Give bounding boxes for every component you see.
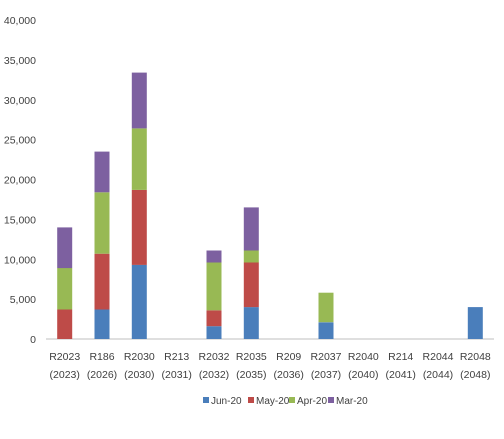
bar-segment (57, 268, 73, 310)
x-tick-label: R2044 (423, 351, 454, 363)
legend-swatch (248, 397, 254, 403)
bar-segment (243, 250, 259, 263)
x-tick-label: R2023 (49, 351, 80, 363)
x-tick-label: R214 (388, 351, 413, 363)
legend-label: Mar-20 (336, 396, 368, 407)
x-tick-label: R213 (164, 351, 189, 363)
x-tick-label: (2048) (460, 369, 490, 381)
y-axis-ticks: 0 5,000 10,000 15,000 20,000 25,000 30,000 35,0… (4, 15, 36, 346)
x-tick-label: (2040) (348, 369, 378, 381)
bar-segment (94, 253, 110, 310)
y-tick-label: 30,000 (4, 95, 36, 107)
y-tick-label: 25,000 (4, 135, 36, 147)
legend-swatch (289, 397, 295, 403)
x-tick-label: R2040 (348, 351, 379, 363)
legend-label: May-20 (256, 396, 290, 407)
x-tick-label: (2031) (162, 369, 192, 381)
y-tick-label: 20,000 (4, 175, 36, 187)
bar-segment (131, 189, 147, 265)
bar-segment (318, 322, 334, 339)
bar-segment (206, 262, 222, 311)
x-tick-label: R2032 (199, 351, 230, 363)
bar-segment (206, 326, 222, 339)
x-tick-label: R2037 (311, 351, 342, 363)
bar-segment (131, 72, 147, 129)
legend-swatch (203, 397, 209, 403)
bar-segment (206, 310, 222, 327)
bar-segment (131, 264, 147, 339)
x-tick-label: R2030 (124, 351, 155, 363)
x-tick-label: R209 (276, 351, 301, 363)
x-tick-label: R2048 (460, 351, 491, 363)
y-tick-label: 40,000 (4, 15, 36, 27)
y-tick-label: 15,000 (4, 214, 36, 226)
x-tick-label: R186 (89, 351, 114, 363)
bar-segment (94, 309, 110, 339)
x-tick-label: (2036) (274, 369, 304, 381)
bar-segment (206, 250, 222, 263)
x-tick-label: (2044) (423, 369, 453, 381)
y-tick-label: 5,000 (10, 294, 36, 306)
x-tick-label: (2032) (199, 369, 229, 381)
x-tick-label: R2035 (236, 351, 267, 363)
x-tick-label: (2026) (87, 369, 117, 381)
legend: Jun-20 May-20 Apr-20 Mar-20 (203, 396, 368, 407)
bar-segment (243, 262, 259, 308)
legend-label: Apr-20 (297, 396, 327, 407)
legend-swatch (328, 397, 334, 403)
bars (57, 72, 483, 339)
y-tick-label: 10,000 (4, 254, 36, 266)
legend-label: Jun-20 (211, 396, 242, 407)
bar-segment (318, 292, 334, 323)
y-tick-label: 35,000 (4, 55, 36, 67)
bar-segment (57, 309, 73, 339)
y-tick-label: 0 (30, 334, 36, 346)
x-axis-labels: R2023 (2023) R186 (2026) R2030 (2030) R213 (203… (49, 351, 491, 381)
bar-segment (467, 307, 483, 339)
x-tick-label: (2035) (236, 369, 266, 381)
x-tick-label: (2030) (124, 369, 154, 381)
x-tick-label: (2041) (386, 369, 416, 381)
bar-segment (94, 192, 110, 254)
bar-segment (94, 151, 110, 193)
bar-segment (131, 128, 147, 190)
x-tick-label: (2037) (311, 369, 341, 381)
bar-segment (243, 207, 259, 251)
bar-segment (57, 227, 73, 269)
x-tick-label: (2023) (50, 369, 80, 381)
bar-segment (243, 307, 259, 339)
